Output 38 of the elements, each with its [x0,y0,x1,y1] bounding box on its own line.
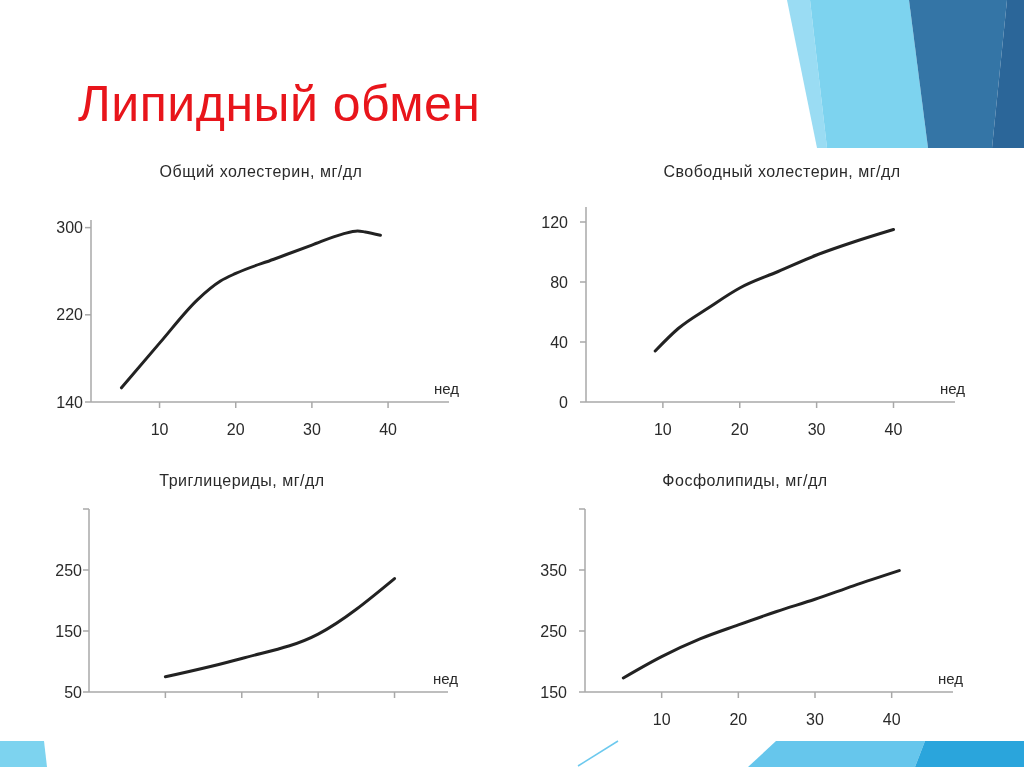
x-tick-label: 40 [882,711,901,728]
x-axis-title: нед [937,670,964,687]
x-tick-label: 30 [303,421,321,438]
chart-title: Общий холестерин, мг/дл [159,163,363,180]
line-series [653,228,895,353]
y-tick-label: 40 [550,333,569,351]
x-tick-label: 10 [653,421,672,438]
y-tick-label: 350 [540,561,568,579]
x-axis-title: нед [432,670,459,687]
line-series [119,229,382,390]
chart-title: Триглицериды, мг/дл [159,472,325,489]
x-tick-label: 40 [379,421,398,438]
y-tick-label: 0 [559,393,569,411]
line-series [163,577,397,679]
x-tick-label: 10 [150,421,169,438]
y-tick-label: 120 [541,213,569,231]
text: Липидный обмен [78,76,481,132]
y-tick-label: 150 [540,683,568,701]
y-tick-label: 220 [56,306,84,324]
y-tick-label: 250 [55,561,83,579]
x-tick-label: 20 [730,421,749,438]
y-tick-label: 250 [540,622,568,640]
x-tick-label: 40 [884,421,903,438]
x-tick-label: 20 [729,711,748,728]
x-tick-label: 30 [807,421,826,438]
y-tick-label: 50 [64,683,83,701]
y-tick-label: 300 [56,219,84,237]
line-series [621,569,901,680]
x-axis-title: нед [939,380,966,397]
chart-title: Свободный холестерин, мг/дл [663,163,901,180]
x-tick-label: 20 [226,421,245,438]
y-tick-label: 80 [550,273,569,291]
chart-title: Фосфолипиды, мг/дл [662,472,828,489]
x-tick-label: 10 [652,711,671,728]
y-tick-label: 150 [55,622,83,640]
x-tick-label: 30 [806,711,824,728]
y-tick-label: 140 [56,393,84,411]
x-axis-title: нед [433,380,460,397]
